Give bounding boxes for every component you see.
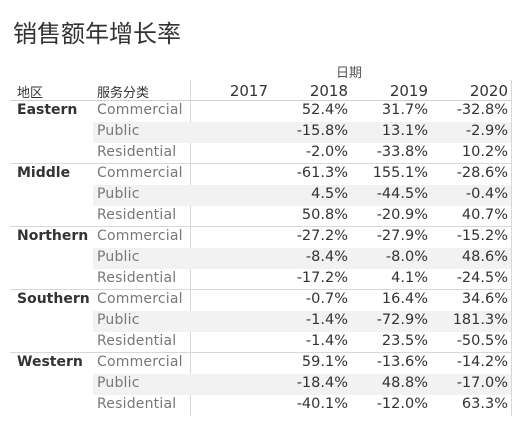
category-label[interactable]: Commercial <box>97 102 183 118</box>
table-row[interactable]: Commercial -61.3% 155.1% -28.6% <box>93 164 511 185</box>
category-label[interactable]: Residential <box>97 144 177 160</box>
table-row[interactable]: Residential -17.2% 4.1% -24.5% <box>93 269 511 290</box>
growth-value-2020[interactable]: -2.9% <box>465 123 508 139</box>
growth-value-2019[interactable]: -20.9% <box>376 207 428 223</box>
growth-value-2018[interactable]: -1.4% <box>305 312 348 328</box>
category-label[interactable]: Commercial <box>97 228 183 244</box>
growth-value-2018[interactable]: 50.8% <box>301 207 348 223</box>
column-group-label: 日期 <box>336 66 363 81</box>
growth-value-2018[interactable]: -1.4% <box>305 333 348 349</box>
growth-value-2019[interactable]: 48.8% <box>381 375 428 391</box>
table-row[interactable]: Commercial 52.4% 31.7% -32.8% <box>93 101 511 122</box>
growth-value-2020[interactable]: 34.6% <box>461 291 508 307</box>
growth-value-2018[interactable]: 52.4% <box>301 102 348 118</box>
table-row[interactable]: Public -8.4% -8.0% 48.6% <box>93 248 511 269</box>
category-label[interactable]: Commercial <box>97 165 183 181</box>
category-label[interactable]: Public <box>97 249 140 265</box>
category-label[interactable]: Public <box>97 312 140 328</box>
growth-value-2020[interactable]: -28.6% <box>456 165 508 181</box>
category-label[interactable]: Residential <box>97 333 177 349</box>
region-label[interactable]: Middle <box>17 165 71 181</box>
region-label[interactable]: Eastern <box>17 102 78 118</box>
region-label[interactable]: Southern <box>17 291 90 307</box>
table-row[interactable]: Residential -1.4% 23.5% -50.5% <box>93 332 511 353</box>
growth-value-2019[interactable]: 23.5% <box>381 333 428 349</box>
growth-value-2019[interactable]: 16.4% <box>381 291 428 307</box>
table-row[interactable]: Residential -40.1% -12.0% 63.3% <box>93 395 511 416</box>
category-label[interactable]: Public <box>97 375 140 391</box>
growth-value-2018[interactable]: -2.0% <box>305 144 348 160</box>
group-divider <box>10 289 511 290</box>
growth-value-2018[interactable]: -15.8% <box>296 123 348 139</box>
year-header-2017[interactable]: 2017 <box>229 82 268 100</box>
growth-value-2020[interactable]: -24.5% <box>456 270 508 286</box>
growth-value-2019[interactable]: 155.1% <box>372 165 428 181</box>
growth-value-2018[interactable]: -17.2% <box>296 270 348 286</box>
growth-value-2018[interactable]: -61.3% <box>296 165 348 181</box>
category-label[interactable]: Commercial <box>97 291 183 307</box>
table-row[interactable]: Commercial -27.2% -27.9% -15.2% <box>93 227 511 248</box>
table-row[interactable]: Commercial -0.7% 16.4% 34.6% <box>93 290 511 311</box>
table-row[interactable]: Public -18.4% 48.8% -17.0% <box>93 374 511 395</box>
table-row[interactable]: Public 4.5% -44.5% -0.4% <box>93 185 511 206</box>
region-label[interactable]: Western <box>17 354 83 370</box>
growth-value-2018[interactable]: -40.1% <box>296 396 348 412</box>
table-row[interactable]: Public -1.4% -72.9% 181.3% <box>93 311 511 332</box>
growth-value-2020[interactable]: 48.6% <box>461 249 508 265</box>
group-divider <box>10 163 511 164</box>
growth-value-2019[interactable]: 4.1% <box>391 270 428 286</box>
table-row[interactable]: Residential -2.0% -33.8% 10.2% <box>93 143 511 164</box>
growth-value-2018[interactable]: 59.1% <box>301 354 348 370</box>
growth-value-2020[interactable]: -0.4% <box>465 186 508 202</box>
category-label[interactable]: Residential <box>97 270 177 286</box>
growth-value-2019[interactable]: -72.9% <box>376 312 428 328</box>
table-row[interactable]: Residential 50.8% -20.9% 40.7% <box>93 206 511 227</box>
header-divider <box>10 100 511 101</box>
category-label[interactable]: Commercial <box>97 354 183 370</box>
category-label[interactable]: Public <box>97 123 140 139</box>
growth-value-2018[interactable]: -0.7% <box>305 291 348 307</box>
table-row[interactable]: Commercial 59.1% -13.6% -14.2% <box>93 353 511 374</box>
growth-value-2020[interactable]: -14.2% <box>456 354 508 370</box>
growth-value-2018[interactable]: -18.4% <box>296 375 348 391</box>
growth-value-2019[interactable]: -12.0% <box>376 396 428 412</box>
growth-value-2019[interactable]: -44.5% <box>376 186 428 202</box>
page-title: 销售额年增长率 <box>13 20 181 48</box>
growth-value-2018[interactable]: -8.4% <box>305 249 348 265</box>
right-border <box>511 80 512 416</box>
year-header-2019[interactable]: 2019 <box>389 82 428 100</box>
growth-value-2020[interactable]: 181.3% <box>452 312 508 328</box>
category-label[interactable]: Residential <box>97 396 177 412</box>
growth-value-2020[interactable]: -15.2% <box>456 228 508 244</box>
growth-value-2020[interactable]: -17.0% <box>456 375 508 391</box>
growth-value-2020[interactable]: 40.7% <box>461 207 508 223</box>
growth-value-2019[interactable]: 31.7% <box>381 102 428 118</box>
region-label[interactable]: Northern <box>17 228 89 244</box>
growth-value-2018[interactable]: 4.5% <box>311 186 348 202</box>
growth-value-2020[interactable]: 63.3% <box>461 396 508 412</box>
growth-value-2020[interactable]: -50.5% <box>456 333 508 349</box>
year-header-2018[interactable]: 2018 <box>309 82 348 100</box>
group-divider <box>10 352 511 353</box>
category-label[interactable]: Residential <box>97 207 177 223</box>
growth-value-2019[interactable]: -33.8% <box>376 144 428 160</box>
table-row[interactable]: Public -15.8% 13.1% -2.9% <box>93 122 511 143</box>
region-header[interactable]: 地区 <box>17 86 44 101</box>
growth-value-2019[interactable]: 13.1% <box>381 123 428 139</box>
growth-value-2020[interactable]: 10.2% <box>461 144 508 160</box>
growth-value-2018[interactable]: -27.2% <box>296 228 348 244</box>
growth-value-2020[interactable]: -32.8% <box>456 102 508 118</box>
year-header-2020[interactable]: 2020 <box>469 82 508 100</box>
growth-value-2019[interactable]: -27.9% <box>376 228 428 244</box>
group-divider <box>10 226 511 227</box>
growth-value-2019[interactable]: -13.6% <box>376 354 428 370</box>
category-header[interactable]: 服务分类 <box>97 86 150 101</box>
growth-value-2019[interactable]: -8.0% <box>385 249 428 265</box>
category-label[interactable]: Public <box>97 186 140 202</box>
